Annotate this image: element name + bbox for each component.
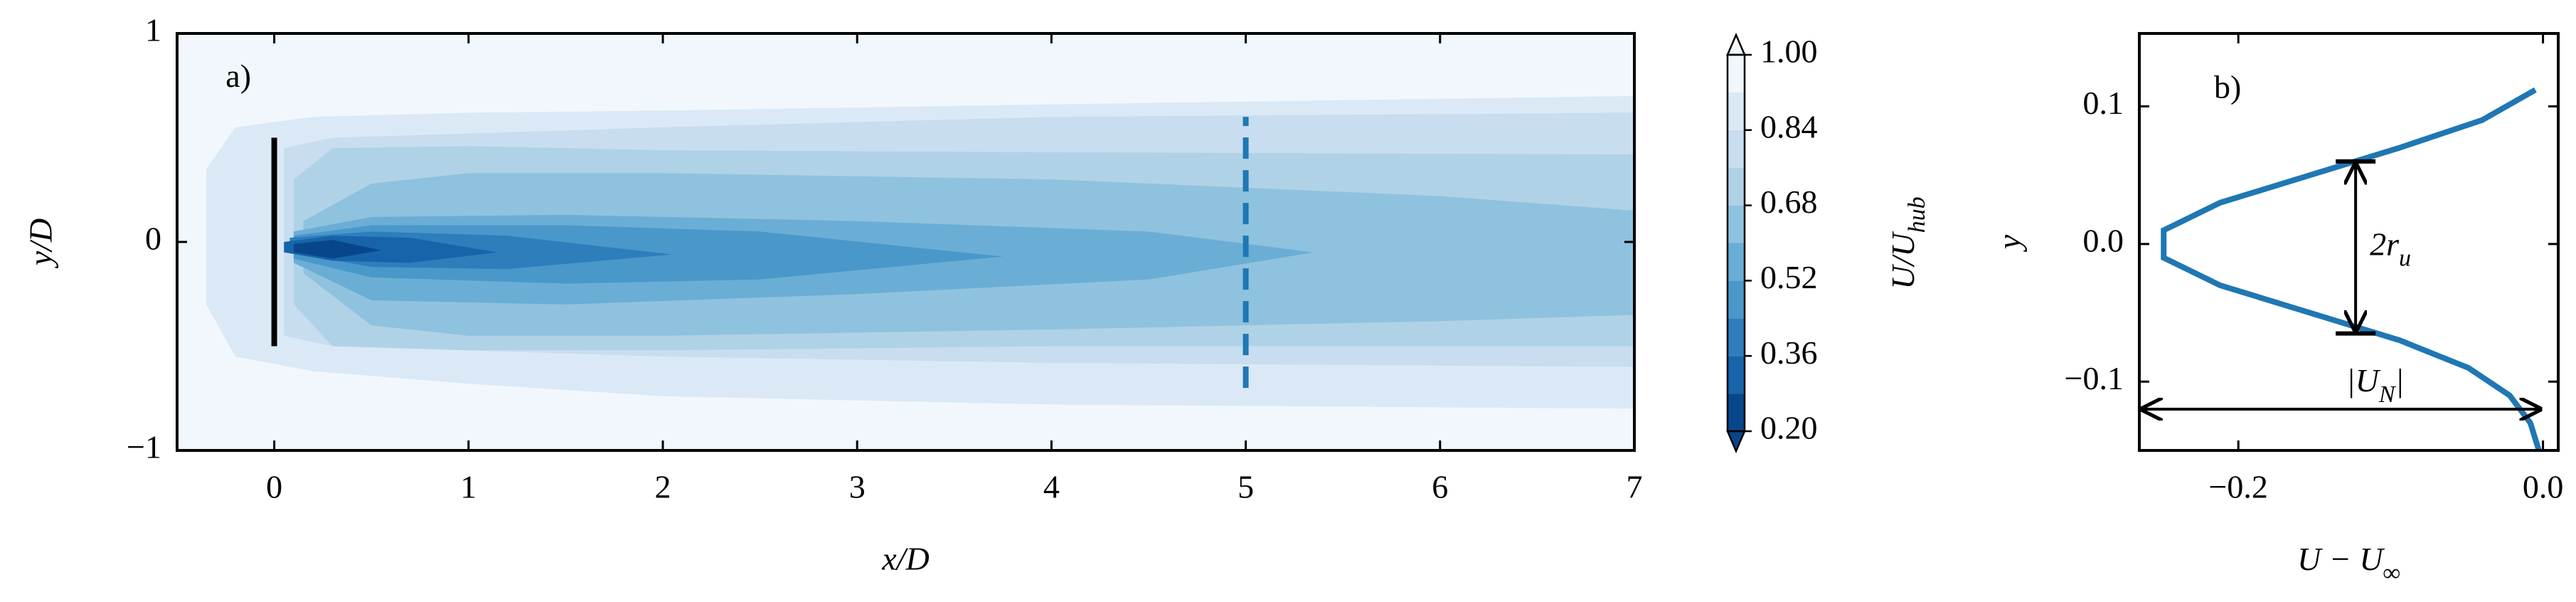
colorbar-tick-label: 0.20: [1760, 410, 1818, 446]
x-axis-label-sub: ∞: [2383, 560, 2400, 586]
deficit-label-tail: |: [2395, 362, 2405, 398]
plot-area: [2161, 87, 2542, 450]
x-tick-label: 1: [460, 469, 477, 505]
colorbar-extend-high: [1726, 32, 1746, 56]
colorbar-band: [1728, 394, 1745, 431]
x-tick-label: 3: [849, 469, 866, 505]
y-axis-label: y: [1991, 234, 2028, 252]
y-tick-label: 1: [145, 12, 161, 48]
contour-field: [177, 33, 1634, 450]
colorbar-extend-low: [1726, 430, 1746, 454]
colorbar-band: [1728, 356, 1745, 394]
colorbar-tick-label: 1.00: [1760, 33, 1818, 70]
colorbar-band: [1728, 205, 1745, 243]
colorbar-label-sub: hub: [1904, 196, 1930, 233]
colorbar-band: [1728, 55, 1745, 93]
deficit-label: |UN|: [2346, 362, 2404, 408]
contour-region: [293, 240, 381, 259]
x-tick-label: 0: [266, 469, 282, 505]
radius-label: 2ru: [2370, 226, 2411, 272]
colorbar-frame: [1726, 53, 1746, 433]
y-tick-label: −0.1: [2065, 360, 2124, 396]
colorbar-band: [1728, 130, 1745, 168]
colorbar-label-main: U/U: [1885, 231, 1921, 290]
deficit-label-main: |U: [2346, 362, 2381, 398]
profile-line: [2161, 87, 2542, 450]
x-tick-label: 6: [1432, 469, 1448, 505]
axes-frame: [2138, 32, 2560, 452]
y-axis-label: y/D: [23, 218, 59, 268]
x-tick-label: 2: [655, 469, 671, 505]
radius-label-main: 2r: [2370, 226, 2400, 262]
colorbar-tick-label: 0.68: [1760, 184, 1818, 220]
y-tick-label: 0.1: [2083, 85, 2124, 121]
colorbar-band: [1728, 92, 1745, 130]
colorbar-label: U/Uhub: [1885, 196, 1931, 289]
colorbar-tick-label: 0.84: [1760, 108, 1818, 144]
y-tick-label: −1: [127, 429, 161, 465]
x-tick-label: 5: [1238, 469, 1254, 505]
x-axis-label-main: U − U: [2297, 541, 2385, 577]
colorbar-tick-label: 0.36: [1760, 334, 1818, 371]
radius-label-sub: u: [2399, 245, 2411, 272]
y-tick-label: 0.0: [2083, 222, 2124, 258]
colorbar-band: [1728, 280, 1745, 319]
x-tick-label: −0.2: [2208, 469, 2267, 505]
x-tick-label: 7: [1627, 469, 1643, 505]
colorbar-tick-label: 0.52: [1760, 259, 1818, 295]
panel-label: b): [2214, 69, 2241, 105]
colorbar-band: [1728, 318, 1745, 357]
deficit-label-sub: N: [2378, 381, 2397, 408]
colorbar-band: [1728, 167, 1745, 206]
x-tick-label: 4: [1043, 469, 1060, 505]
x-axis-label: U − U∞: [2297, 541, 2400, 587]
colorbar-band: [1728, 243, 1745, 281]
x-axis-label: x/D: [881, 541, 929, 577]
x-tick-label: 0.0: [2523, 469, 2564, 505]
panel-label: a): [225, 58, 251, 94]
y-tick-label: 0: [145, 221, 161, 257]
